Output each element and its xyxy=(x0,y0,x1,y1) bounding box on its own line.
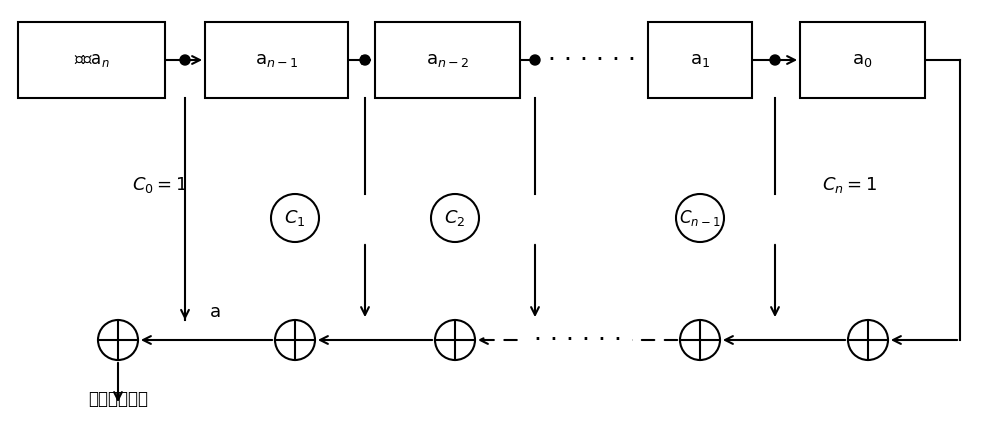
Text: · · · · · ·: · · · · · · xyxy=(526,328,630,352)
Bar xyxy=(375,22,520,98)
Circle shape xyxy=(435,320,475,360)
Bar xyxy=(648,22,752,98)
Circle shape xyxy=(271,194,319,242)
Circle shape xyxy=(770,55,780,65)
Circle shape xyxy=(275,320,315,360)
Text: a$_{n-1}$: a$_{n-1}$ xyxy=(255,51,298,69)
Circle shape xyxy=(180,55,190,65)
Text: $C_2$: $C_2$ xyxy=(444,208,466,228)
Circle shape xyxy=(431,194,479,242)
Circle shape xyxy=(360,55,370,65)
Circle shape xyxy=(680,320,720,360)
Text: a$_0$: a$_0$ xyxy=(852,51,873,69)
Text: a$_1$: a$_1$ xyxy=(690,51,710,69)
Bar xyxy=(800,22,925,98)
Text: $C_{n-1}$: $C_{n-1}$ xyxy=(679,208,721,228)
Text: a: a xyxy=(210,303,221,321)
Text: $C_n=1$: $C_n=1$ xyxy=(822,175,877,195)
Circle shape xyxy=(530,55,540,65)
Circle shape xyxy=(848,320,888,360)
Text: $C_1$: $C_1$ xyxy=(284,208,306,228)
Bar xyxy=(18,22,165,98)
Bar xyxy=(205,22,348,98)
Text: a$_{n-2}$: a$_{n-2}$ xyxy=(426,51,469,69)
Circle shape xyxy=(676,194,724,242)
Text: $C_0=1$: $C_0=1$ xyxy=(132,175,187,195)
Circle shape xyxy=(98,320,138,360)
Text: 输出解码结果: 输出解码结果 xyxy=(88,390,148,408)
Text: 输入a$_n$: 输入a$_n$ xyxy=(74,51,109,69)
Text: · · · · · ·: · · · · · · xyxy=(540,48,644,72)
